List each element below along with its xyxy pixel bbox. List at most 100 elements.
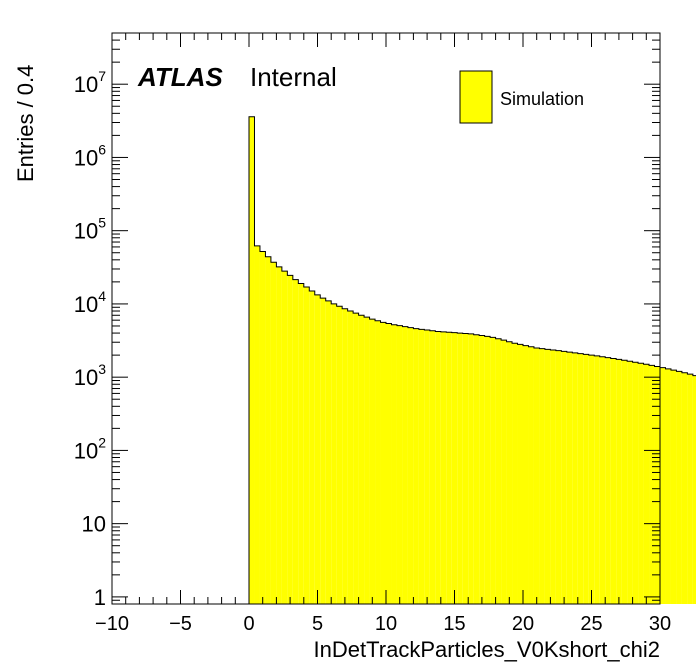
histogram-bin	[446, 332, 452, 604]
histogram-bin	[616, 359, 622, 604]
histogram-bin	[353, 313, 359, 604]
histogram-bin	[583, 354, 589, 604]
histogram-bin	[539, 348, 545, 604]
histogram-bin	[413, 328, 419, 604]
y-tick-label: 103	[74, 361, 106, 390]
x-axis-label: InDetTrackParticles_V0Kshort_chi2	[314, 637, 660, 662]
histogram-bin	[270, 262, 277, 604]
histogram-bin	[544, 349, 551, 604]
histogram-bin	[320, 298, 326, 604]
y-axis-ticks: 1 10 102 103 104 105 106 107	[74, 32, 660, 610]
histogram-bin	[627, 361, 633, 604]
histogram-bin	[424, 330, 430, 604]
histogram-bin	[440, 331, 447, 604]
histogram-bin	[309, 291, 315, 604]
histogram-bin	[555, 350, 562, 604]
x-tick-label: 10	[375, 613, 397, 635]
histogram-bin	[670, 370, 677, 604]
histogram-bin	[281, 271, 288, 604]
histogram-bin	[265, 256, 271, 604]
histogram-bin	[303, 287, 310, 604]
atlas-experiment-text: ATLAS	[137, 62, 223, 92]
histogram-bin	[681, 372, 688, 604]
histogram-bin	[512, 343, 518, 604]
histogram-bin	[429, 330, 436, 604]
histogram-bin	[533, 348, 540, 604]
histogram-bin	[407, 327, 414, 604]
histogram-bin	[561, 351, 567, 604]
histogram-bin	[517, 344, 523, 604]
histogram-bin	[369, 319, 376, 604]
histogram-bin	[501, 340, 507, 604]
x-tick-label: 0	[243, 613, 254, 635]
histogram-bin	[632, 362, 639, 604]
x-axis-ticks: −10 −5 0 5 10 15 20 25 30	[95, 33, 671, 635]
histogram-outline	[248, 116, 696, 604]
histogram-bin	[566, 352, 573, 604]
y-tick-label: 104	[74, 288, 106, 317]
histogram-bin	[386, 323, 392, 604]
x-tick-label: 25	[580, 613, 602, 635]
histogram-bin	[638, 363, 644, 604]
histogram-bin	[490, 337, 496, 604]
histogram-bin	[259, 251, 266, 604]
histogram-bin	[692, 375, 696, 604]
histogram-bin	[654, 366, 660, 604]
histogram-bin	[649, 365, 655, 604]
histogram-bin	[468, 333, 474, 604]
histogram-bin	[495, 338, 502, 604]
histogram-bin	[418, 329, 425, 604]
histogram-bin	[451, 332, 458, 604]
y-axis-label: Entries / 0.4	[13, 65, 38, 182]
histogram-bin	[457, 333, 463, 604]
histogram-bin	[610, 358, 617, 604]
histogram-bin	[342, 308, 348, 604]
histogram-bin	[249, 116, 255, 604]
histogram-bin	[325, 300, 332, 604]
atlas-status-text: Internal	[250, 62, 337, 92]
histogram-bin	[462, 333, 469, 604]
histogram-bin	[287, 275, 293, 604]
histogram-bin	[402, 326, 408, 604]
histogram-bin	[676, 371, 682, 604]
histogram-bin	[484, 336, 491, 604]
x-tick-label: 20	[512, 613, 534, 635]
histogram-bin	[479, 335, 485, 604]
histogram-bin	[572, 352, 578, 604]
histogram-bin	[506, 341, 513, 604]
histogram-bin	[347, 311, 354, 604]
x-tick-label: −5	[169, 613, 192, 635]
histogram-bin	[375, 320, 381, 604]
x-tick-label: 30	[649, 613, 671, 635]
histogram-bin	[298, 283, 304, 604]
legend-label-simulation: Simulation	[500, 89, 584, 109]
histogram-bin	[364, 317, 370, 604]
histogram-bin	[331, 303, 337, 604]
histogram-bin	[660, 367, 666, 604]
y-tick-label: 106	[74, 141, 106, 170]
x-tick-label: 5	[312, 613, 323, 635]
legend: Simulation	[459, 70, 584, 124]
histogram-bin	[435, 331, 441, 604]
histogram-bin	[523, 345, 529, 604]
histogram-bin	[391, 324, 397, 604]
histogram-bin	[599, 356, 606, 604]
histogram-bin	[643, 364, 650, 604]
histogram-bin	[254, 245, 260, 604]
histogram-bin	[396, 325, 403, 604]
histogram-bin	[276, 266, 282, 604]
y-tick-label: 1	[94, 585, 106, 610]
histogram-bin	[594, 355, 600, 604]
legend-swatch-simulation	[459, 70, 493, 124]
histogram-bin	[550, 349, 556, 604]
histogram-bin	[292, 279, 299, 604]
histogram-bin	[473, 334, 480, 604]
histogram-bars	[248, 116, 696, 604]
atlas-label: ATLAS Internal	[137, 62, 337, 92]
y-tick-label: 102	[74, 434, 106, 463]
y-tick-label: 107	[74, 68, 106, 97]
histogram-bin	[605, 357, 611, 604]
histogram-bin	[621, 360, 628, 604]
histogram-bin	[665, 368, 671, 604]
